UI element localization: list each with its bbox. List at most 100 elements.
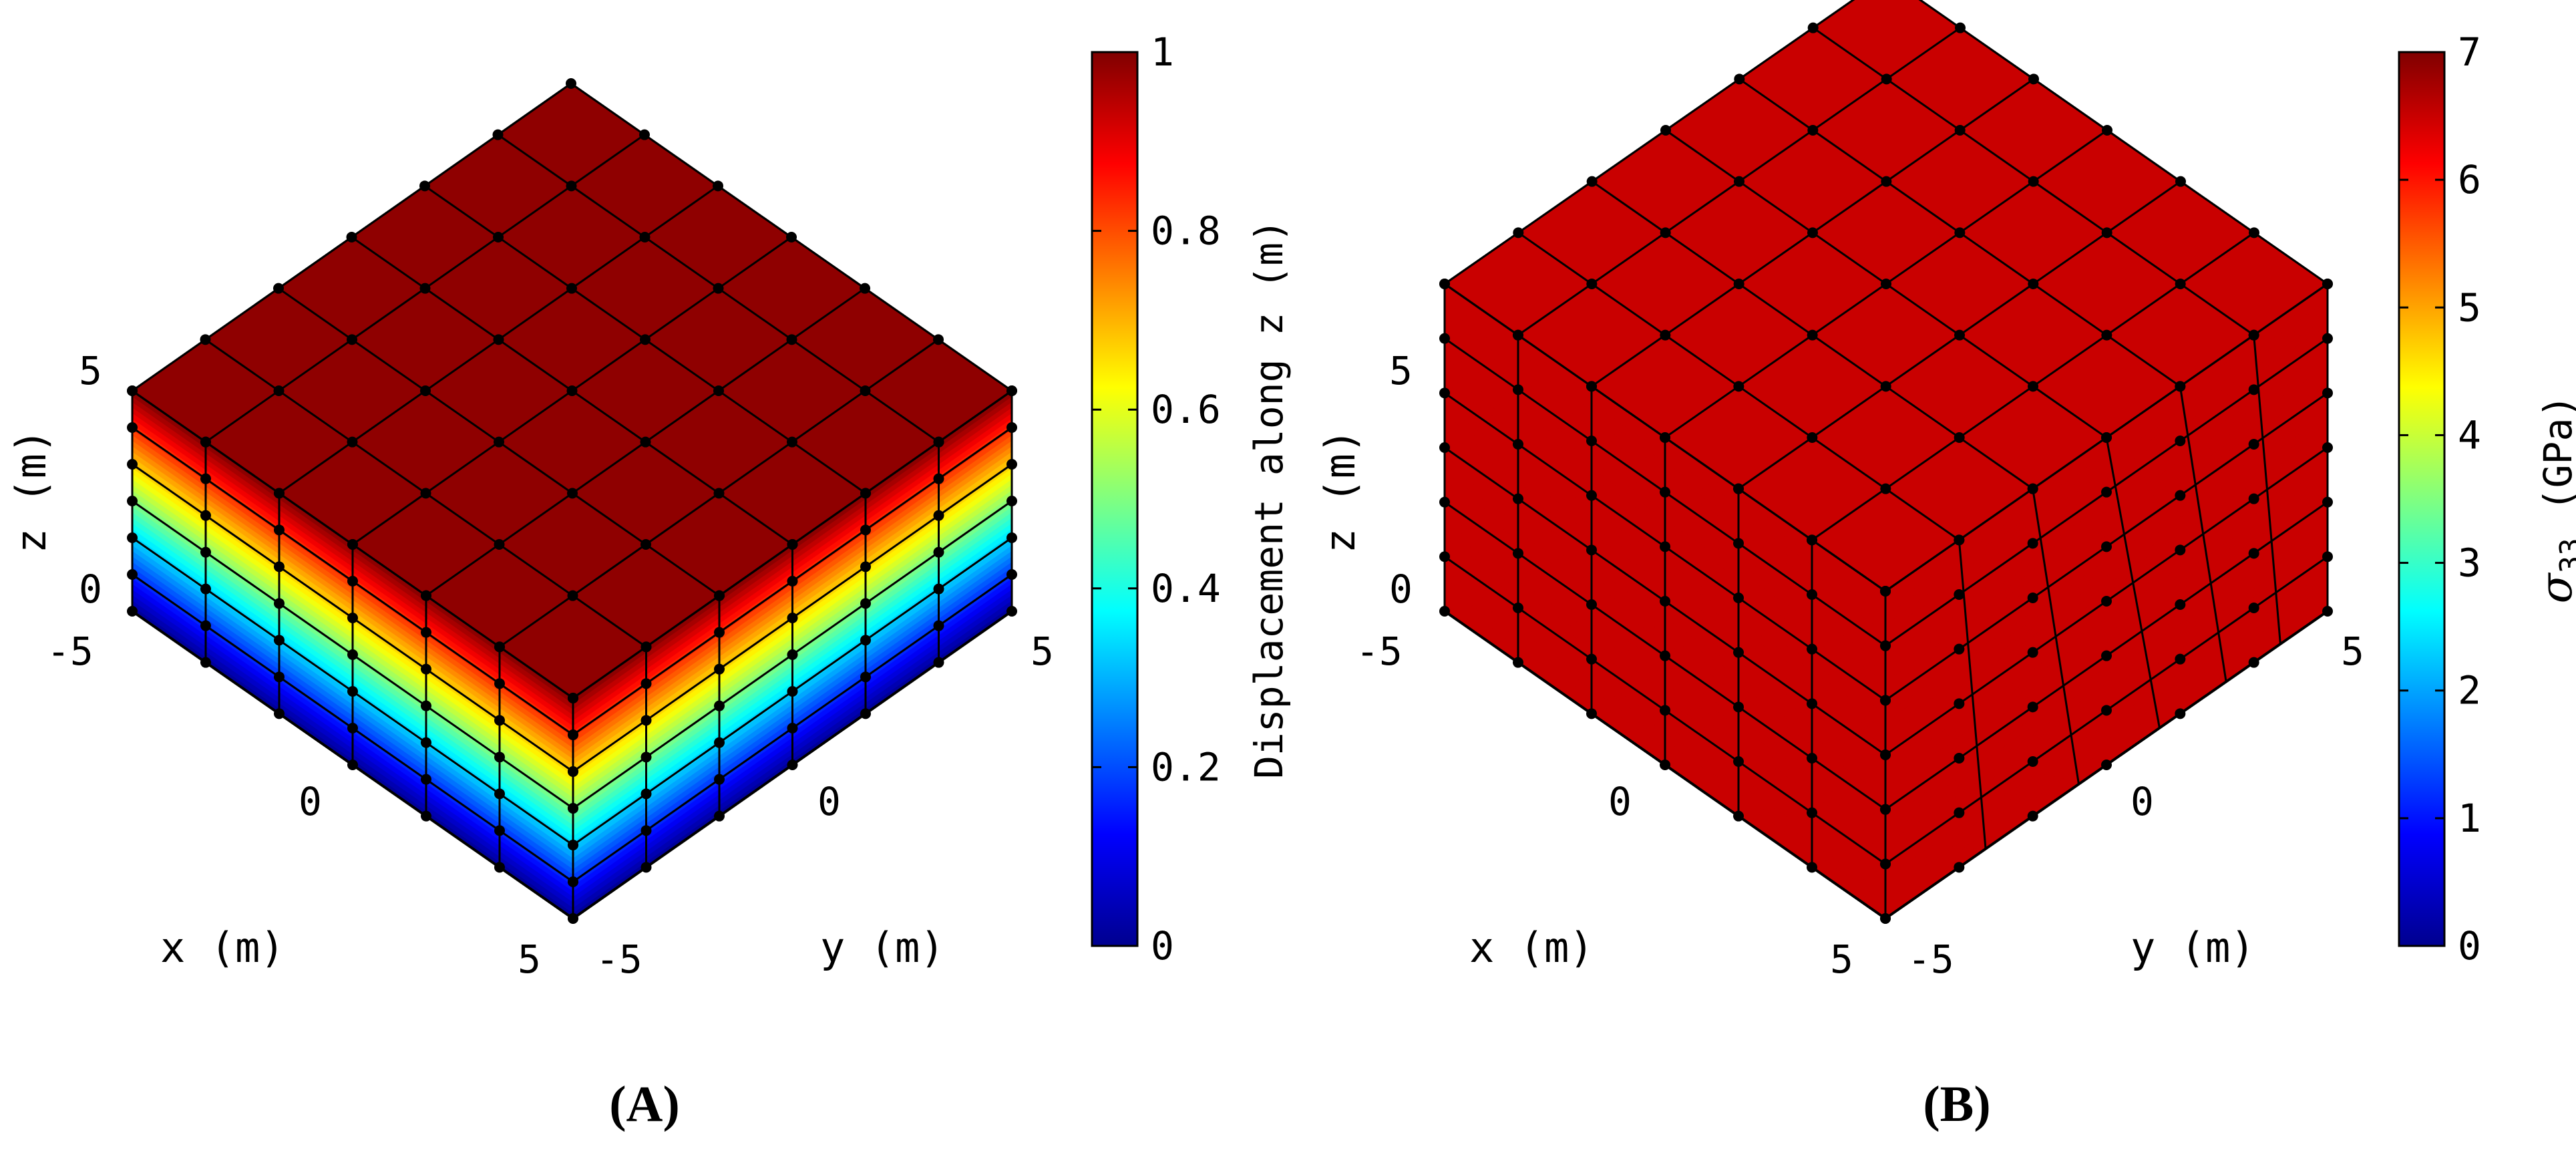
node-b-132 [2248,329,2259,341]
cube-plot-a [127,78,1017,924]
node-a-47 [492,129,504,140]
node-b-65 [1807,807,1817,818]
colorbar-b-tick-label-4: 4 [2458,412,2481,458]
node-b-30 [1733,279,1744,289]
cube-outline-b [1443,610,2329,921]
node-b-74 [1954,589,1965,600]
node-b-71 [1807,643,1817,655]
node-b-100 [2101,541,2112,552]
node-a-33 [639,232,651,242]
node-a-13 [933,334,944,345]
node-a-102 [787,576,798,587]
node-b-144 [2322,333,2333,344]
node-a-126 [933,546,944,558]
colorbar-b-tick-label-7: 7 [2458,29,2481,75]
node-b-37 [1660,227,1671,238]
node-a-99 [347,613,358,623]
y-tick-b-neg5: -5 [1907,937,1954,982]
cube-outline-a [131,610,1013,921]
node-b-84 [2027,647,2038,658]
node-a-94 [787,723,798,733]
node-a-111 [274,598,285,609]
y-tick-a-neg5: -5 [596,937,642,982]
node-a-66 [640,825,652,836]
node-a-114 [860,561,871,572]
node-b-109 [1586,599,1597,610]
x-axis-a: x (m) 5 0 -5 [47,629,541,982]
node-a-96 [787,686,798,697]
colorbar-b-tick-label-0: 0 [2458,923,2481,969]
colorbar-b-label-subscript: 33 [2554,538,2576,573]
y-tick-b-5: 5 [2341,629,2364,674]
node-b-17 [1954,329,1965,341]
node-b-140 [2322,442,2333,453]
node-b-66 [1954,807,1965,818]
node-b-22 [1733,381,1744,392]
node-b-93 [1660,705,1670,716]
y-axis-b: y (m) -5 0 5 [1907,629,2364,982]
x-tick-b-5: 5 [1830,937,1853,982]
node-b-122 [2248,603,2259,613]
node-b-20 [2175,176,2186,187]
node-a-98 [787,649,798,660]
node-b-16 [1880,381,1891,392]
node-b-10 [2028,381,2038,392]
node-a-124 [933,583,944,595]
node-a-9 [640,539,651,550]
node-a-115 [274,524,285,536]
node-b-26 [2028,176,2039,187]
x-tick-b-0: 0 [1608,779,1632,824]
node-a-37 [347,334,357,345]
node-b-96 [2101,650,2112,661]
node-a-110 [860,635,871,646]
node-b-128 [2248,439,2259,450]
node-a-23 [494,436,504,448]
node-a-132 [933,436,944,448]
node-a-75 [494,641,505,653]
node-a-19 [786,334,797,345]
node-b-38 [1734,176,1744,187]
node-a-88 [714,627,725,638]
x-tick-a-neg5: -5 [47,629,94,674]
colorbar-a-gradient [1091,51,1139,947]
colorbar-a-tick-label-5: 1 [1151,29,1174,75]
colorbar-b-tick-label-5: 5 [2458,285,2481,330]
node-b-83 [1733,647,1744,658]
node-a-83 [421,700,431,711]
node-a-128 [933,510,944,521]
node-a-145 [127,385,138,396]
node-b-117 [1586,381,1597,392]
node-a-121 [200,620,211,631]
node-a-16 [567,488,578,499]
node-b-79 [1733,756,1744,767]
node-b-46 [1734,73,1745,85]
node-a-130 [933,473,944,484]
z-tick-a-0: 0 [79,566,102,612]
node-b-97 [1660,596,1670,607]
node-b-88 [2027,538,2038,549]
node-a-71 [494,715,505,726]
node-a-8 [567,590,578,601]
node-b-86 [2027,593,2038,603]
node-a-68 [640,788,652,800]
colorbar-b-label-unit: (GPa) [2535,395,2576,512]
node-b-44 [1586,176,1598,187]
node-a-40 [566,180,577,192]
node-a-43 [200,334,211,345]
z-axis-a: z (m) 0 5 [7,348,102,612]
node-a-135 [127,569,138,580]
node-b-103 [1660,432,1670,443]
z-axis-label-b: z (m) [1316,429,1364,554]
node-a-101 [347,576,358,587]
panel-b: x (m) 5 0 -5 y (m) -5 0 5 z (m) 0 5 0 1 2 3… [1316,0,2576,1132]
node-a-116 [860,524,871,536]
z-tick-a-5: 5 [79,348,102,393]
node-b-118 [2175,381,2186,392]
node-a-60 [568,729,578,740]
node-a-87 [421,627,431,638]
node-b-32 [1881,176,1892,187]
node-a-31 [493,334,504,345]
node-a-39 [493,232,504,242]
node-a-84 [714,700,725,711]
colorbar-b-ticks: 0 1 2 3 4 5 6 7 [2399,29,2481,969]
